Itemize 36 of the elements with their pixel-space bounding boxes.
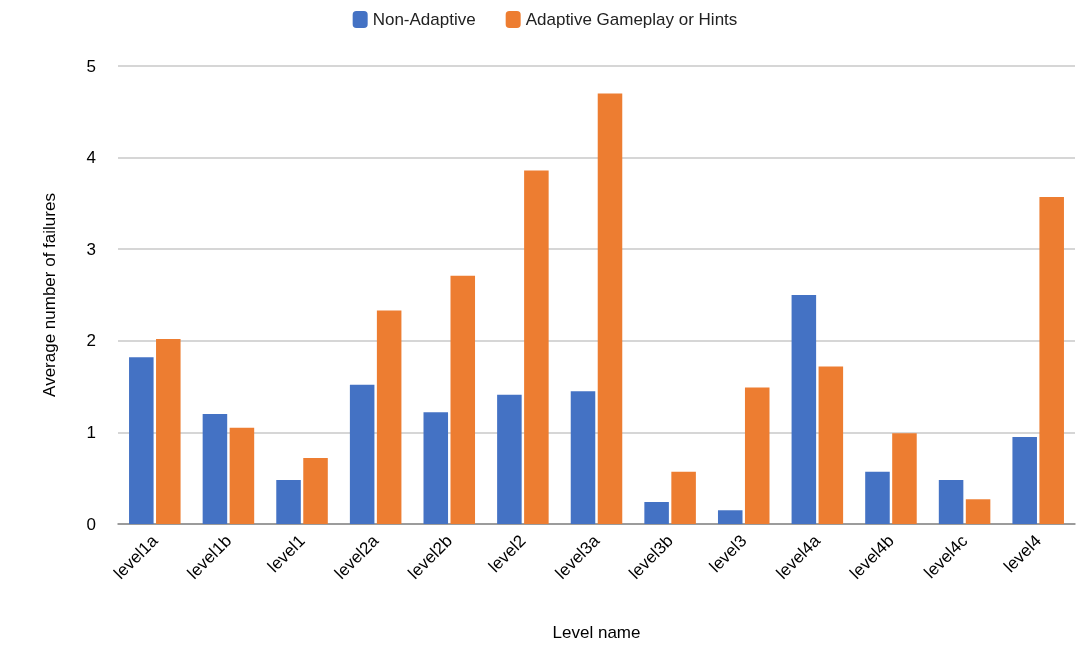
bar <box>597 93 623 524</box>
bar <box>818 366 844 524</box>
bar <box>892 433 917 524</box>
bar <box>744 387 770 524</box>
bar <box>865 471 890 524</box>
legend-label: Adaptive Gameplay or Hints <box>525 10 738 29</box>
bar <box>671 471 696 524</box>
bar <box>229 427 255 524</box>
y-tick-label: 4 <box>86 148 96 168</box>
bar <box>450 275 476 524</box>
bar <box>1039 196 1064 524</box>
bar <box>524 170 549 524</box>
y-tick-label: 2 <box>86 331 96 351</box>
bar <box>423 412 449 524</box>
bar <box>497 394 522 524</box>
bar <box>791 295 817 524</box>
legend-label: Non-Adaptive <box>372 10 476 29</box>
x-axis-title: Level name <box>552 623 641 642</box>
bar <box>129 357 154 524</box>
y-tick-label: 0 <box>86 514 96 534</box>
bar <box>965 499 991 524</box>
bar <box>276 480 301 524</box>
bar <box>156 338 181 524</box>
y-axis-title: Average number of failures <box>40 193 59 397</box>
bar <box>644 502 669 524</box>
y-tick-label: 1 <box>86 422 96 442</box>
bar <box>303 458 328 524</box>
bar <box>717 510 743 524</box>
bar <box>376 310 402 524</box>
y-tick-label: 3 <box>86 239 96 259</box>
bar <box>349 384 375 524</box>
bar <box>202 414 228 524</box>
y-tick-label: 5 <box>86 56 96 76</box>
bar <box>1012 436 1037 524</box>
bar <box>570 391 596 524</box>
bar <box>938 480 964 524</box>
